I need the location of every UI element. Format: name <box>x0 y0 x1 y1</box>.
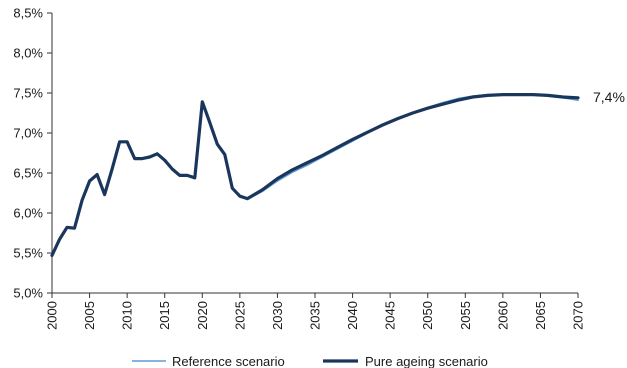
y-tick-label: 8,5% <box>13 6 43 21</box>
x-tick-label: 2055 <box>458 301 473 330</box>
legend: Reference scenario Pure ageing scenario <box>132 354 488 368</box>
series-line-pure-ageing <box>50 92 580 257</box>
y-tick-label: 5,5% <box>13 246 43 261</box>
y-tick-label: 8,0% <box>13 46 43 61</box>
x-tick-label: 2040 <box>345 301 360 330</box>
legend-label-pure-ageing: Pure ageing scenario <box>365 354 488 368</box>
end-value-label: 7,4% <box>593 89 625 105</box>
y-tick-label: 7,0% <box>13 126 43 141</box>
y-tick-label: 6,0% <box>13 206 43 221</box>
x-tick-label: 2000 <box>45 301 60 330</box>
x-tick-label: 2010 <box>120 301 135 330</box>
y-tick-label: 5,0% <box>13 286 43 301</box>
x-tick-label: 2030 <box>270 301 285 330</box>
x-tick-label: 2045 <box>383 301 398 330</box>
chart-series <box>50 92 580 257</box>
x-tick-label: 2025 <box>232 301 247 330</box>
x-tick-label: 2020 <box>195 301 210 330</box>
x-tick-label: 2070 <box>571 301 586 330</box>
x-tick-label: 2035 <box>308 301 323 330</box>
x-tick-label: 2060 <box>495 301 510 330</box>
y-tick-label: 6,5% <box>13 166 43 181</box>
x-tick-label: 2005 <box>82 301 97 330</box>
series-line-reference <box>51 93 579 257</box>
x-tick-label: 2015 <box>157 301 172 330</box>
y-axis-ticks: 5,0% 5,5% 6,0% 6,5% 7,0% 7,5% 8,0% 8,5% <box>13 6 52 301</box>
x-axis-ticks: 2000 2005 2010 2015 2020 2025 2030 2035 2040 2045… <box>45 293 586 330</box>
legend-label-reference: Reference scenario <box>172 354 285 368</box>
x-tick-label: 2065 <box>533 301 548 330</box>
y-tick-label: 7,5% <box>13 86 43 101</box>
x-tick-label: 2050 <box>420 301 435 330</box>
